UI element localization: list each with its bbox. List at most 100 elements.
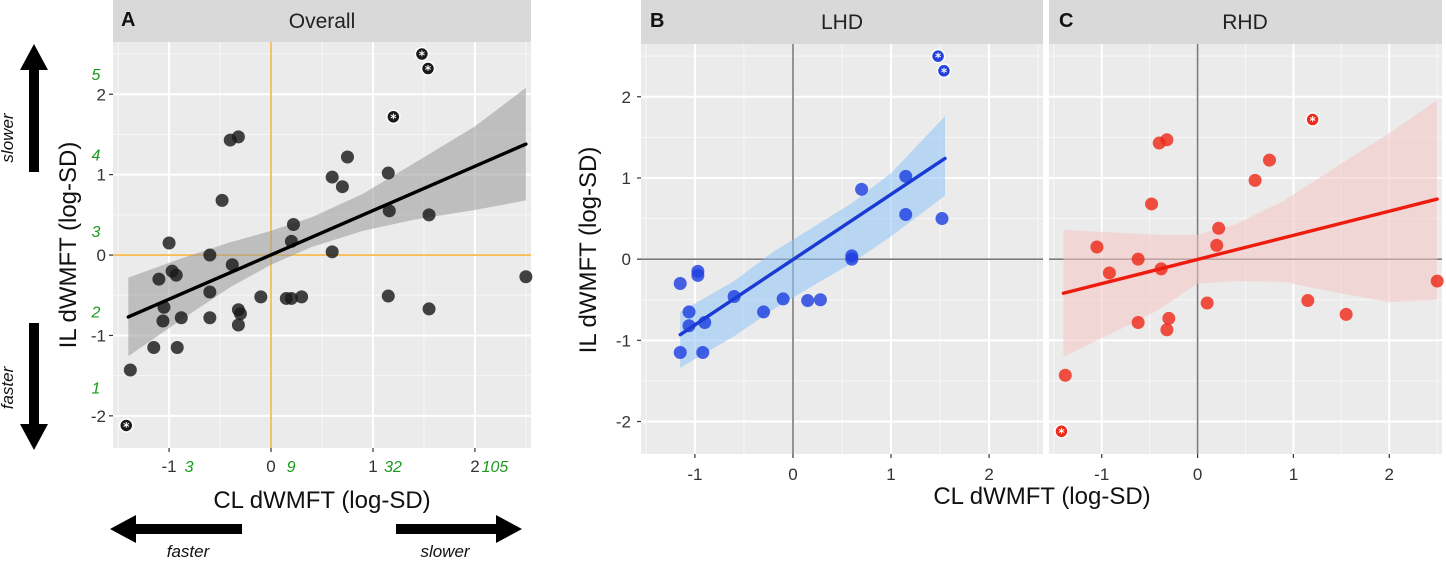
panel-a-secondary-x-label: 9 [287, 459, 296, 476]
panel-c-regression-line [1061, 197, 1439, 295]
panel-c-data-point [1160, 323, 1174, 337]
panel-c-data-point [1160, 133, 1174, 147]
panel-c-data-point [1248, 173, 1262, 187]
panel-c-outlier-star-icon: * [1058, 426, 1065, 440]
panel-a-data-point [215, 193, 229, 207]
panel-b-data-point [845, 252, 859, 266]
y-direction-annotations: slower faster [0, 44, 48, 450]
panel-b-strip [641, 0, 1043, 44]
panel-a-data-point [170, 341, 184, 355]
panel-c-data-point [1339, 307, 1353, 321]
panel-a-data-point [225, 258, 239, 272]
panel-b-x-tick-label: 0 [788, 465, 797, 484]
panel-c-x-tick-label: 2 [1385, 465, 1394, 484]
panel-b-title: LHD [821, 11, 863, 34]
faster-down-arrowhead-icon [20, 424, 48, 450]
panel-b-data-point [935, 212, 949, 226]
panel-a-outlier-star-icon: * [123, 420, 130, 434]
panel-b-data-point [682, 305, 696, 319]
panel-b-y-axis-title: IL dWMFT (log-SD) [575, 147, 602, 354]
x-direction-annotations: faster slower [110, 515, 522, 561]
panel-c-outlier-point [1305, 112, 1320, 127]
panel-c-data-point [1131, 315, 1145, 329]
panel-a-x-tick-label: 2 [470, 457, 479, 476]
panel-a-y-axis-title: IL dWMFT (log-SD) [55, 142, 82, 349]
x-faster-label: faster [167, 542, 211, 561]
panel-b-plot-layer: ** -2 -1 0 1 2 -1 0 1 2 [616, 44, 1043, 484]
panel-a-letter: A [121, 9, 135, 31]
panel-a-secondary-x-label: 32 [384, 459, 402, 476]
panel-b-outlier-point [936, 63, 952, 79]
panel-b-data-point [673, 346, 687, 360]
panel-a-outlier-point [119, 418, 134, 433]
panel-a-data-point [152, 272, 166, 286]
panel-c-x-tick-label: -1 [1094, 465, 1109, 484]
panel-a-y-tick-label: 1 [97, 166, 106, 185]
panel-a-regression-line [126, 142, 528, 319]
x-slower-label: slower [420, 542, 470, 561]
panel-c-data-point [1090, 240, 1104, 254]
panel-b: B LHD ** -2 -1 0 1 2 -1 0 1 2 IL dWMFT (log-SD) [575, 0, 1043, 484]
panel-c-data-point [1162, 311, 1176, 325]
panel-a-data-point [174, 311, 188, 325]
panel-a-outlier-point [414, 46, 430, 62]
panel-a-title: Overall [289, 10, 356, 33]
panel-b-outlier-star-icon: * [941, 65, 948, 79]
panel-c-title: RHD [1222, 11, 1268, 34]
panel-c-data-point [1145, 197, 1159, 211]
panel-b-x-tick-label: 1 [886, 465, 895, 484]
panel-a-y-tick-label: -1 [91, 326, 106, 345]
panel-b-data-point [813, 293, 827, 307]
panel-b-data-point [696, 346, 710, 360]
panel-c-data-point [1212, 221, 1226, 235]
y-slower-label: slower [0, 112, 17, 162]
panel-c-outlier-point [1054, 424, 1069, 439]
panel-a-secondary-y-label: 3 [92, 224, 101, 241]
panel-b-y-tick-label: -1 [616, 331, 631, 350]
panel-c: C RHD * * -1 0 1 2 [1049, 0, 1444, 484]
panel-b-y-tick-label: -2 [616, 413, 631, 432]
panel-b-data-point [899, 169, 913, 183]
panel-a-data-point [325, 170, 339, 184]
panel-b-letter: B [650, 10, 664, 32]
panel-b-data-point [776, 292, 790, 306]
panel-a-data-point [203, 285, 217, 299]
panel-a-data-point [286, 217, 300, 231]
panel-a-x-tick-label: 1 [368, 457, 377, 476]
panel-a-data-point [123, 363, 137, 377]
panel-a-strip [113, 0, 531, 42]
panel-c-data-point [1430, 274, 1444, 288]
panel-a-outlier-point [420, 61, 436, 76]
panel-b-data-point [691, 268, 705, 282]
panel-c-data-point [1301, 294, 1315, 308]
panel-bc-x-axis-title: CL dWMFT (log-SD) [933, 483, 1150, 510]
panel-a-secondary-y-label: 2 [91, 304, 101, 321]
panel-c-strip [1049, 0, 1442, 44]
panel-a-data-point [340, 150, 354, 164]
panel-c-plot-layer: * * -1 0 1 2 [1049, 44, 1444, 484]
panel-c-letter: C [1059, 10, 1073, 32]
panel-a-confidence-band [128, 87, 526, 357]
panel-c-x-tick-label: 1 [1289, 465, 1298, 484]
panel-a-data-point [203, 248, 217, 262]
panel-c-data-point [1058, 368, 1072, 382]
panel-c-confidence-band [1063, 100, 1438, 357]
panel-a-data-point [169, 268, 183, 282]
panel-a-data-point [422, 302, 436, 316]
panel-a-data-point [231, 318, 245, 332]
slower-right-arrowhead-icon [496, 515, 522, 543]
panel-a-secondary-y-label: 1 [92, 381, 101, 398]
panel-c-data-point [1102, 266, 1116, 280]
panel-b-y-tick-label: 1 [622, 169, 631, 188]
panel-a-x-tick-label: -1 [162, 457, 177, 476]
panel-a-outlier-point [386, 109, 401, 125]
panel-c-data-point [1200, 296, 1214, 310]
panel-a-data-point [284, 291, 298, 305]
panel-c-outlier-star-icon: * [1309, 114, 1316, 128]
panel-a-data-point [147, 341, 161, 355]
panel-a-data-point [382, 204, 396, 218]
panel-c-x-tick-label: 0 [1193, 465, 1202, 484]
panel-a-data-point [381, 166, 395, 180]
